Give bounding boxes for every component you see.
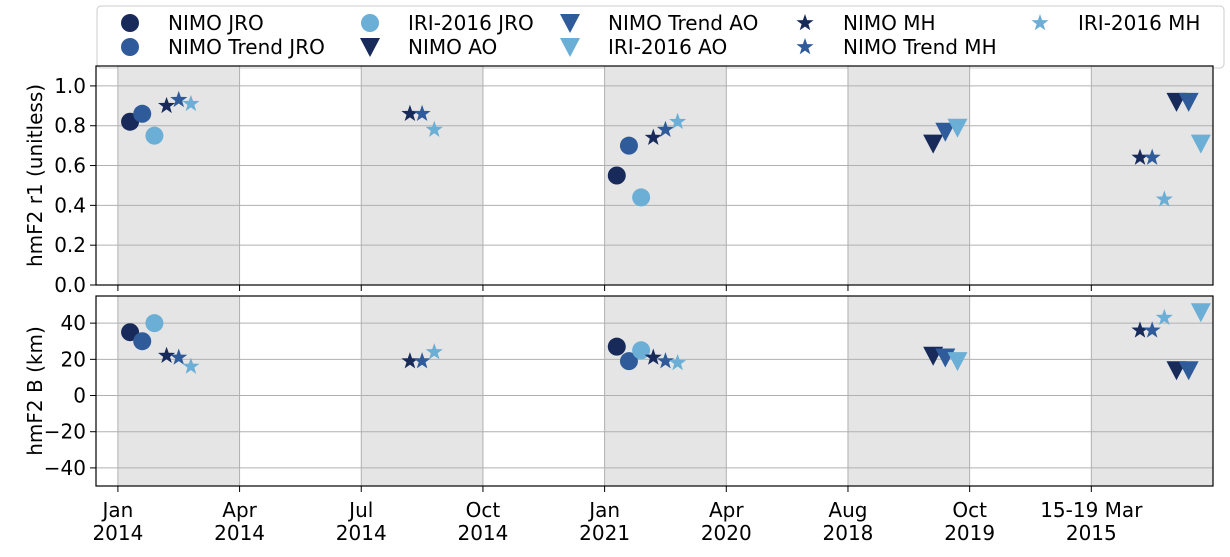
data-point	[401, 104, 419, 122]
shaded-band	[361, 66, 483, 285]
legend-label: NIMO AO	[408, 35, 497, 59]
data-point	[182, 94, 200, 112]
legend-marker	[796, 14, 814, 31]
legend-label: NIMO MH	[843, 11, 936, 35]
shaded-band	[361, 296, 483, 486]
x-tick-label: Oct 2019	[944, 498, 995, 545]
data-point	[413, 104, 431, 122]
data-point	[133, 104, 152, 123]
y-tick-label: 0.0	[54, 273, 86, 297]
x-tick-label: Apr 2020	[701, 498, 752, 545]
x-tick-label: Jan 2021	[579, 498, 630, 545]
data-point	[145, 314, 164, 333]
x-tick-label: 15-19 Mar 2015	[1040, 498, 1143, 545]
data-point	[1190, 134, 1211, 154]
x-tick-label: Jan 2014	[92, 498, 143, 545]
y-tick-label: 0.8	[54, 114, 86, 138]
y-tick-label: 0.2	[54, 233, 86, 257]
shaded-band	[604, 296, 727, 486]
x-tick-label: Jul 2014	[336, 498, 387, 545]
data-point	[401, 352, 419, 369]
data-point	[1190, 303, 1211, 323]
data-point	[947, 352, 968, 372]
y-axis-label: hmF2 B (km)	[23, 326, 47, 456]
data-point	[425, 120, 443, 137]
data-point	[923, 134, 944, 154]
data-point	[644, 128, 662, 145]
data-point	[619, 136, 638, 155]
y-tick-label: 20	[61, 347, 86, 371]
data-point	[632, 188, 651, 207]
legend-marker	[560, 14, 580, 33]
x-tick-label: Aug 2018	[823, 498, 874, 545]
data-point	[947, 118, 968, 138]
data-point	[1131, 148, 1149, 165]
data-point	[158, 96, 176, 114]
legend-label: NIMO JRO	[168, 11, 264, 35]
shaded-band	[117, 296, 240, 486]
y-axis-label: hmF2 r1 (unitless)	[23, 84, 47, 267]
data-point	[145, 126, 164, 145]
data-point	[1143, 321, 1161, 338]
legend-label: NIMO Trend JRO	[168, 35, 325, 59]
data-point	[656, 352, 675, 369]
data-point	[935, 122, 956, 142]
plot-frame	[95, 65, 1214, 286]
data-point	[158, 346, 176, 363]
legend-marker	[1031, 14, 1049, 31]
legend-label: NIMO Trend MH	[843, 35, 997, 59]
data-point	[619, 352, 638, 371]
data-point	[1131, 321, 1149, 338]
data-point	[1178, 361, 1199, 381]
data-point	[170, 348, 188, 365]
data-point	[669, 353, 687, 371]
legend-label: NIMO Trend AO	[608, 11, 758, 35]
data-point	[1155, 190, 1173, 207]
legend-label: IRI-2016 MH	[1078, 11, 1200, 35]
y-tick-label: 0.4	[54, 193, 86, 217]
data-point	[607, 166, 626, 185]
data-point	[669, 112, 687, 130]
y-tick-label: 40	[61, 311, 86, 335]
data-point	[133, 332, 152, 351]
data-point	[607, 337, 626, 356]
data-point	[644, 348, 662, 365]
legend-label: IRI-2016 AO	[608, 35, 727, 59]
legend-marker	[361, 14, 379, 32]
shaded-band	[847, 66, 970, 285]
data-point	[1143, 148, 1161, 165]
data-point	[425, 343, 443, 360]
y-tick-label: 0	[73, 384, 86, 408]
x-tick-label: Apr 2014	[214, 498, 265, 545]
data-point	[413, 352, 431, 369]
shaded-band	[847, 296, 970, 486]
y-tick-label: 1.0	[54, 74, 86, 98]
legend-marker	[360, 38, 380, 57]
y-tick-label: −40	[44, 456, 86, 480]
y-tick-label: −20	[44, 420, 86, 444]
legend-marker	[560, 38, 580, 57]
data-point	[182, 357, 200, 374]
data-point	[656, 120, 675, 137]
legend-label: IRI-2016 JRO	[408, 11, 534, 35]
data-point	[170, 90, 188, 108]
legend-marker	[796, 38, 814, 55]
legend-marker	[121, 14, 139, 32]
data-point	[1155, 308, 1173, 325]
x-tick-label: Oct 2014	[457, 498, 508, 545]
y-tick-label: 0.6	[54, 154, 86, 178]
legend-marker	[121, 38, 139, 56]
plot-frame	[95, 295, 1214, 487]
data-point	[1178, 92, 1199, 112]
